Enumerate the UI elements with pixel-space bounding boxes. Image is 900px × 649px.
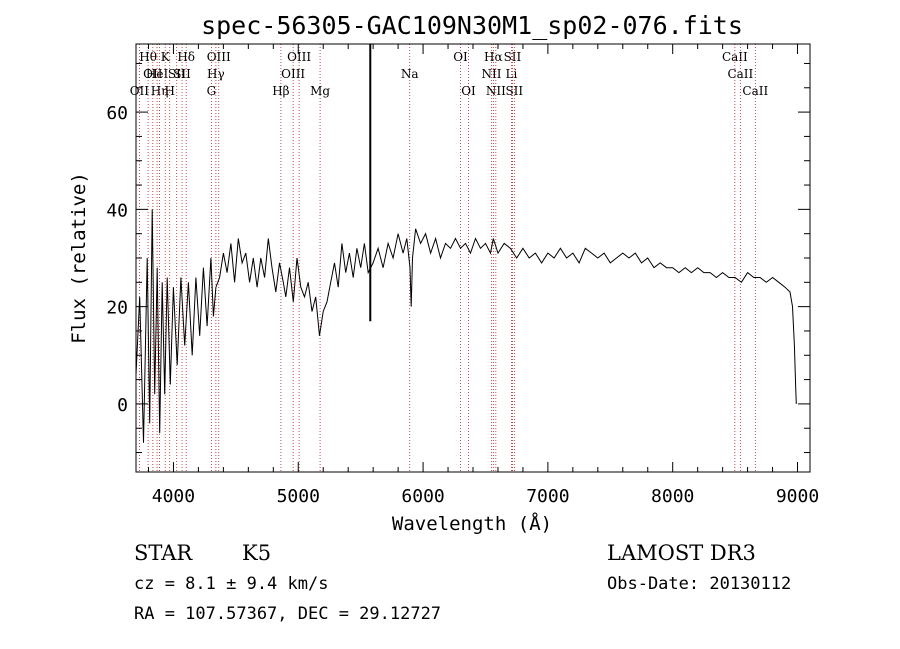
line-marker-label: OIII bbox=[207, 50, 231, 64]
line-marker-label: Mg bbox=[310, 84, 330, 98]
line-marker-label: OI bbox=[453, 50, 468, 64]
line-marker-label: SII bbox=[173, 67, 191, 81]
flux-series-line bbox=[135, 209, 797, 443]
x-tick-label: 5000 bbox=[277, 486, 320, 507]
plot-area: 4000 5000 6000 7000 8000 9000 0 20 40 60 bbox=[106, 43, 819, 507]
line-marker-label: OI bbox=[461, 84, 476, 98]
line-marker-label: OIII bbox=[281, 67, 305, 81]
line-marker-label: Li bbox=[506, 67, 518, 81]
line-marker-label: K bbox=[161, 50, 171, 64]
y-tick-label: 60 bbox=[106, 103, 128, 124]
line-marker-label: OII bbox=[143, 67, 163, 81]
line-marker-label: CaII bbox=[742, 84, 768, 98]
line-marker-label: Hα bbox=[484, 50, 503, 64]
y-tick-label: 0 bbox=[117, 395, 128, 416]
line-marker-label: OIII bbox=[287, 50, 311, 64]
line-marker-label: G bbox=[207, 84, 217, 98]
y-axis-label: Flux (relative) bbox=[68, 172, 90, 344]
redshift-cz: cz = 8.1 ± 9.4 km/s bbox=[134, 574, 328, 594]
line-marker-label: Hη bbox=[151, 84, 169, 98]
line-marker-label: SII bbox=[504, 50, 522, 64]
x-axis-label: Wavelength (Å) bbox=[392, 512, 552, 535]
y-tick-label: 20 bbox=[106, 298, 128, 319]
ra-dec-coordinates: RA = 107.57367, DEC = 29.12727 bbox=[134, 604, 441, 624]
survey-name: LAMOST DR3 bbox=[607, 541, 756, 565]
x-tick-label: 4000 bbox=[152, 486, 195, 507]
x-tick-label: 7000 bbox=[526, 486, 569, 507]
line-marker-label: CaII bbox=[722, 50, 748, 64]
x-tick-label: 6000 bbox=[401, 486, 444, 507]
line-marker-label: NII bbox=[481, 67, 501, 81]
line-marker-label: NII bbox=[486, 84, 506, 98]
chart-title: spec-56305-GAC109N30M1_sp02-076.fits bbox=[201, 11, 743, 40]
observation-date: Obs-Date: 20130112 bbox=[607, 574, 791, 594]
line-marker-label: H bbox=[164, 84, 174, 98]
line-marker-label: Na bbox=[401, 67, 419, 81]
y-tick-label: 40 bbox=[106, 200, 128, 221]
object-class: STAR bbox=[134, 541, 193, 565]
line-marker-label: Hθ bbox=[139, 50, 157, 64]
line-marker-label: OII bbox=[130, 84, 150, 98]
x-tick-label: 8000 bbox=[651, 486, 694, 507]
line-marker-label: Hγ bbox=[207, 67, 225, 81]
line-marker-label: CaII bbox=[727, 67, 753, 81]
line-marker-label: SII bbox=[168, 67, 186, 81]
line-marker-label: SII bbox=[505, 84, 523, 98]
axis-ticks: 4000 5000 6000 7000 8000 9000 0 20 40 60 bbox=[106, 44, 819, 507]
line-marker-label: HeI bbox=[146, 67, 169, 81]
x-tick-label: 9000 bbox=[776, 486, 819, 507]
line-marker-label: Hβ bbox=[272, 84, 289, 98]
line-markers: HθOIIOIIHeIHηKHSIIHδSIIGHγOIIIHβOIIIOIII… bbox=[130, 44, 768, 472]
object-subclass: K5 bbox=[242, 541, 271, 565]
line-marker-label: Hδ bbox=[177, 50, 195, 64]
